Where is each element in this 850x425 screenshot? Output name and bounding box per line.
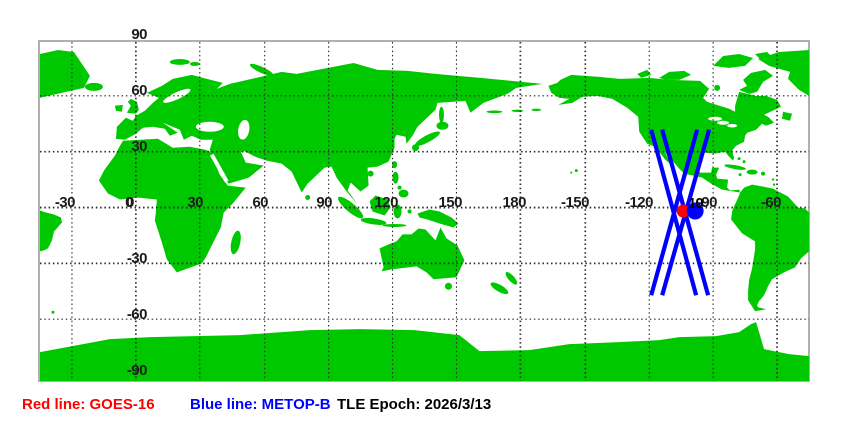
landmass-hokkaido	[436, 121, 449, 130]
lat-label-90: 90	[131, 26, 147, 43]
landmass-taiwan	[392, 161, 398, 169]
legend-goes16: Red line: GOES-16	[22, 396, 155, 413]
landmass-puerto-rico	[761, 171, 766, 176]
legend-metopb: Blue line: METOP-B	[190, 396, 331, 413]
landmass-brazil-east-wrap	[40, 210, 62, 252]
landmass-svalbard-2	[189, 61, 200, 66]
lon-label--60: -60	[760, 194, 782, 211]
landmass-madagascar	[230, 230, 241, 255]
landmass-java	[360, 218, 387, 225]
lon-label-30: 30	[187, 194, 203, 211]
lon-label--150: -150	[560, 194, 590, 211]
lon-label-60: 60	[252, 194, 268, 211]
landmass-svalbard	[169, 58, 190, 65]
landmass-victoria-island	[659, 70, 692, 80]
landmass-new-guinea	[417, 209, 459, 228]
landmass-nz-south	[490, 282, 509, 295]
landmass-ireland	[114, 104, 123, 112]
landmass-mindanao	[398, 189, 409, 198]
great-lake-ontario	[727, 123, 738, 128]
landmass-hispaniola	[746, 169, 758, 175]
landmass-antilles-2	[772, 183, 776, 186]
baltic-sea	[163, 88, 191, 103]
landmass-sri-lanka	[305, 195, 311, 201]
landmass-aleutians	[486, 110, 503, 114]
satellite-time-label: 10	[688, 195, 704, 212]
landmass-tasmania	[444, 282, 452, 290]
landmass-sulawesi	[393, 204, 402, 219]
metopb-marker	[686, 202, 704, 220]
lat-label--90: -90	[126, 362, 148, 379]
landmass-bahamas	[737, 157, 741, 161]
lon-label--90: -90	[696, 194, 718, 211]
world-map	[40, 42, 809, 381]
landmass-borneo	[369, 195, 391, 216]
landmass-uk	[126, 98, 139, 114]
landmass-jamaica	[738, 173, 742, 177]
landmass-hainan	[367, 170, 374, 177]
landmass-antilles	[771, 178, 775, 181]
landmass-cuba	[724, 164, 746, 170]
lon-label-0: 0	[126, 194, 134, 211]
landmass-eurasia	[115, 62, 543, 205]
landmass-banks-island	[637, 69, 652, 78]
landmass-greenland-east	[40, 49, 90, 98]
great-lake-huron	[717, 120, 730, 125]
landmass-australia	[379, 227, 465, 280]
legend-tle-epoch: TLE Epoch: 2026/3/13	[337, 396, 492, 413]
inland-seas	[163, 88, 738, 183]
lat-label-0: 0	[125, 194, 133, 211]
landmass-kyushu	[412, 144, 420, 152]
landmass-greenland-west	[758, 49, 809, 96]
landmass-novaya-zemlya	[249, 63, 274, 77]
landmass-bahamas-2	[742, 160, 746, 164]
goes16-marker	[676, 204, 690, 218]
landmass-honshu	[415, 131, 440, 146]
landmass-visayas	[397, 185, 402, 190]
lon-label-180: 180	[502, 194, 526, 211]
landmass-aleutians-2	[511, 109, 524, 112]
lon-label-120: 120	[374, 194, 398, 211]
landmass-hawaii	[574, 169, 578, 173]
red-sea	[210, 153, 229, 183]
landmass-ellesmere	[713, 53, 754, 68]
lat-label--60: -60	[126, 306, 148, 323]
landmass-iceland	[84, 82, 103, 91]
landmass-baffin	[739, 69, 774, 94]
lon-label-90: 90	[316, 194, 332, 211]
lon-label--120: -120	[624, 194, 654, 211]
landmass-sakhalin	[438, 106, 444, 123]
metopb-track-line-3	[649, 129, 700, 296]
landmass-luzon	[392, 171, 399, 184]
lat-label--30: -30	[126, 250, 148, 267]
landmass-nz-north	[505, 272, 518, 285]
landmass-antarctica	[40, 322, 809, 381]
landmass-southampton	[714, 84, 721, 91]
landmass-hawaii-2	[570, 171, 573, 174]
lon-label--30: -30	[54, 194, 76, 211]
lat-label-60: 60	[131, 82, 147, 99]
landmass-aleutians-3	[531, 108, 542, 111]
lon-label-150: 150	[438, 194, 462, 211]
landmass-newfoundland	[782, 111, 793, 121]
lat-label-30: 30	[131, 138, 147, 155]
landmass-lesser-sunda	[382, 223, 407, 227]
black-sea	[195, 121, 224, 132]
persian-gulf	[241, 150, 256, 161]
great-lake-superior	[708, 116, 723, 121]
caspian-sea	[238, 119, 250, 140]
landmass-south-georgia	[51, 310, 55, 314]
landmass-south-america	[731, 184, 809, 312]
landmass-moluccas	[407, 209, 412, 214]
